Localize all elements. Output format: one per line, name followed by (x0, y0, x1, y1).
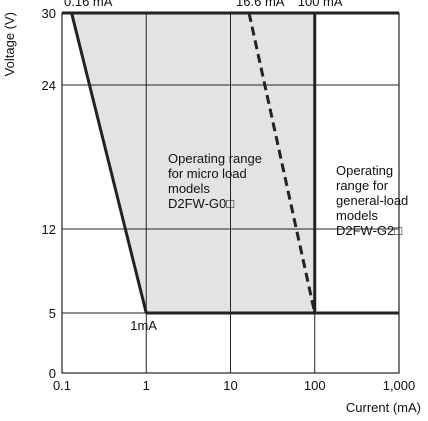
x-tick-label: 0.1 (53, 378, 71, 393)
x-tick-label: 100 (304, 378, 326, 393)
boundary-line (70, 12, 148, 314)
y-tick-label: 5 (49, 306, 56, 321)
general-load-range-label: models (336, 208, 378, 223)
annotation-label: 16.6 mA (236, 0, 285, 9)
micro-load-range-label: for micro load (168, 166, 247, 181)
operating-range-shaded-area (71, 13, 315, 313)
micro-load-range-label: D2FW-G0□ (168, 196, 234, 211)
x-axis-label: Current (mA) (346, 400, 421, 415)
y-tick-label: 12 (42, 222, 56, 237)
y-tick-label: 24 (42, 78, 56, 93)
micro-load-range-label: Operating range (168, 151, 262, 166)
x-tick-label: 10 (223, 378, 237, 393)
y-axis-label: Voltage (V) (2, 12, 17, 76)
micro-load-range-label: models (168, 181, 210, 196)
general-load-range-label: general-load (336, 193, 408, 208)
plot-frame (61, 12, 400, 374)
general-load-range-label: Operating (336, 163, 393, 178)
y-tick-label: 30 (42, 6, 56, 21)
annotation-label: 0.16 mA (64, 0, 113, 9)
annotation-label: 100 mA (298, 0, 343, 9)
micro-load-boundary-dashed-line (247, 12, 317, 314)
general-load-range-label: D2FW-G2□ (336, 223, 402, 238)
annotation-label: 1mA (130, 318, 157, 333)
x-tick-label: 1,000 (383, 378, 416, 393)
x-tick-label: 1 (143, 378, 150, 393)
general-load-range-label: range for (336, 178, 389, 193)
y-tick-label: 0 (49, 366, 56, 381)
